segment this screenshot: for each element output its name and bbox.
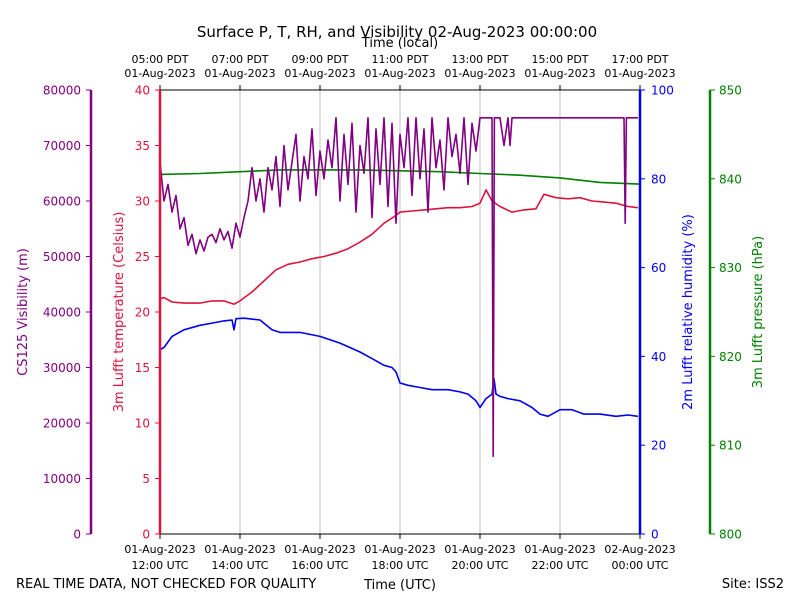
- visibility-axis-tick-label: 60000: [43, 195, 81, 209]
- pressure-axis-tick-label: 800: [719, 528, 742, 542]
- temperature-axis-tick-label: 40: [135, 84, 150, 98]
- x-top-tick-date: 01-Aug-2023: [284, 67, 355, 80]
- x-bottom-tick-time: 18:00 UTC: [371, 559, 428, 572]
- pressure-axis-tick-label: 830: [719, 261, 742, 275]
- x-bottom-tick-time: 20:00 UTC: [451, 559, 508, 572]
- chart-title: Surface P, T, RH, and Visibility 02-Aug-…: [197, 23, 597, 41]
- x-top-tick-time: 07:00 PDT: [211, 53, 268, 66]
- x-top-tick-time: 05:00 PDT: [131, 53, 188, 66]
- visibility-axis-tick-label: 20000: [43, 417, 81, 431]
- humidity-axis-tick-label: 0: [651, 528, 659, 542]
- temperature-axis-tick-label: 30: [135, 195, 150, 209]
- humidity-series-line: [159, 317, 639, 418]
- x-bottom-tick-time: 14:00 UTC: [211, 559, 268, 572]
- x-bottom-tick-time: 00:00 UTC: [611, 559, 668, 572]
- x-top-tick-date: 01-Aug-2023: [444, 67, 515, 80]
- x-top-tick-time: 11:00 PDT: [371, 53, 428, 66]
- visibility-axis-tick-label: 80000: [43, 84, 81, 98]
- temperature-axis-tick-label: 25: [135, 250, 150, 264]
- pressure-axis-label: 3m Lufft pressure (hPa): [751, 236, 766, 388]
- series-layer: [159, 117, 641, 458]
- humidity-axis-tick-label: 40: [651, 350, 666, 364]
- visibility-axis-tick-label: 0: [73, 528, 81, 542]
- x-top-tick-date: 01-Aug-2023: [604, 67, 675, 80]
- temperature-series-line: [159, 189, 639, 306]
- temperature-axis-tick-label: 35: [135, 139, 150, 153]
- temperature-axis-tick-label: 5: [142, 472, 150, 486]
- axis-layer: 01-Aug-2023 12:00 UTC 01-Aug-2023 14:00 UTC…: [43, 53, 742, 572]
- humidity-axis-label: 2m Lufft relative humidity (%): [681, 214, 696, 410]
- x-top-tick-time: 15:00 PDT: [531, 53, 588, 66]
- x-top-tick-time: 09:00 PDT: [291, 53, 348, 66]
- x-axis-top-label: Time (local): [361, 36, 438, 51]
- pressure-axis-tick-label: 810: [719, 439, 742, 453]
- x-bottom-tick-date: 01-Aug-2023: [524, 543, 595, 556]
- humidity-axis-tick-label: 20: [651, 439, 666, 453]
- temperature-axis-tick-label: 20: [135, 306, 150, 320]
- humidity-axis-tick-label: 100: [651, 84, 674, 98]
- x-top-tick-date: 01-Aug-2023: [204, 67, 275, 80]
- grid-layer: [239, 90, 561, 534]
- pressure-axis-tick-label: 840: [719, 172, 742, 186]
- x-bottom-tick-date: 01-Aug-2023: [444, 543, 515, 556]
- visibility-series-line: [159, 117, 638, 458]
- x-bottom-tick-time: 22:00 UTC: [531, 559, 588, 572]
- footer-quality-note: REAL TIME DATA, NOT CHECKED FOR QUALITY: [16, 577, 316, 592]
- x-bottom-tick-date: 02-Aug-2023: [604, 543, 675, 556]
- humidity-axis-tick-label: 60: [651, 261, 666, 275]
- pressure-axis-tick-label: 820: [719, 350, 742, 364]
- visibility-axis-tick-label: 30000: [43, 361, 81, 375]
- x-top-tick-date: 01-Aug-2023: [124, 67, 195, 80]
- x-bottom-tick-date: 01-Aug-2023: [204, 543, 275, 556]
- x-bottom-tick-date: 01-Aug-2023: [364, 543, 435, 556]
- x-top-tick-date: 01-Aug-2023: [524, 67, 595, 80]
- visibility-axis-tick-label: 50000: [43, 250, 81, 264]
- footer-site: Site: ISS2: [722, 577, 784, 592]
- temperature-axis-tick-label: 15: [135, 361, 150, 375]
- visibility-axis-tick-label: 70000: [43, 139, 81, 153]
- temperature-axis-tick-label: 10: [135, 417, 150, 431]
- x-bottom-tick-time: 12:00 UTC: [131, 559, 188, 572]
- x-bottom-tick-date: 01-Aug-2023: [284, 543, 355, 556]
- x-axis-bottom-label: Time (UTC): [363, 578, 436, 593]
- temperature-axis-tick-label: 0: [142, 528, 150, 542]
- x-top-tick-time: 17:00 PDT: [611, 53, 668, 66]
- temperature-axis-label: 3m Lufft temperature (Celsius): [112, 212, 127, 413]
- x-top-tick-time: 13:00 PDT: [451, 53, 508, 66]
- visibility-axis-tick-label: 10000: [43, 472, 81, 486]
- x-top-tick-date: 01-Aug-2023: [364, 67, 435, 80]
- visibility-axis-tick-label: 40000: [43, 306, 81, 320]
- pressure-axis-tick-label: 850: [719, 84, 742, 98]
- pressure-series-line: [159, 169, 641, 185]
- x-bottom-tick-time: 16:00 UTC: [291, 559, 348, 572]
- humidity-axis-tick-label: 80: [651, 172, 666, 186]
- x-bottom-tick-date: 01-Aug-2023: [124, 543, 195, 556]
- visibility-axis-label: CS125 Visibility (m): [16, 248, 31, 376]
